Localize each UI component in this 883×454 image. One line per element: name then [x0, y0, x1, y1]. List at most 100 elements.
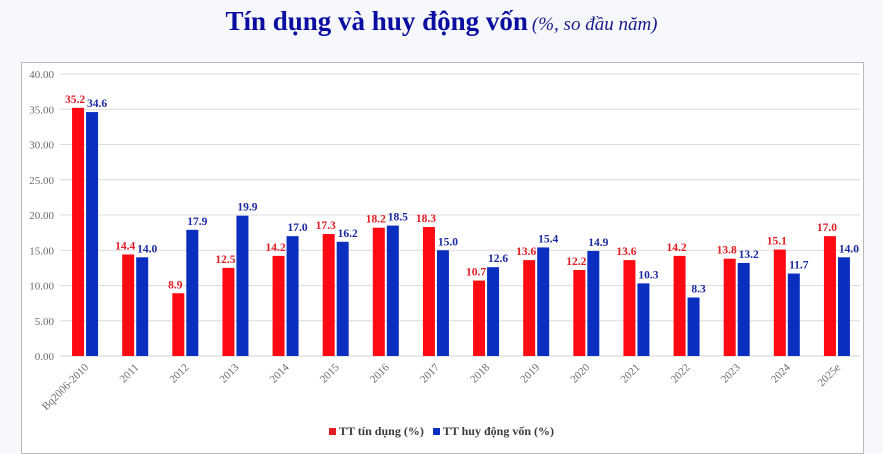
legend-item-credit: TT tín dụng (%): [329, 424, 424, 439]
data-label-deposit: 17.9: [187, 216, 207, 228]
data-label-deposit: 16.2: [338, 228, 358, 240]
data-label-deposit: 14.9: [588, 237, 608, 249]
bar-deposit: [487, 267, 500, 356]
x-axis: Bq2006-2010 2011 2012 2013 2014 2015 2016 2017 2…: [40, 361, 843, 413]
bar-credit: [473, 280, 486, 356]
data-label-credit: 10.7: [466, 267, 486, 279]
y-tick-label: 25.00: [29, 175, 54, 187]
bar-deposit: [236, 215, 249, 356]
x-tick-label: 2018: [468, 361, 492, 385]
legend-swatch-red: [329, 428, 337, 435]
bar-credit: [623, 260, 636, 356]
bar-deposit: [537, 247, 550, 356]
x-tick-label: 2020: [568, 361, 592, 385]
bar-deposit: [637, 283, 650, 356]
bar-credit: [172, 293, 185, 356]
x-tick-label: 2024: [769, 361, 793, 385]
data-label-deposit: 18.5: [388, 212, 408, 224]
data-label-credit: 8.9: [168, 279, 183, 291]
data-label-credit: 13.8: [717, 245, 737, 257]
bar-deposit: [386, 225, 399, 356]
data-label-credit: 12.2: [566, 256, 586, 268]
legend-label-credit: TT tín dụng (%): [339, 424, 424, 438]
data-label-credit: 15.1: [767, 236, 787, 248]
bar-credit: [72, 107, 85, 356]
bar-credit: [422, 226, 435, 356]
data-label-credit: 17.3: [316, 220, 336, 232]
bar-deposit: [136, 257, 149, 356]
x-tick-label: 2022: [669, 362, 693, 386]
y-tick-label: 10.00: [29, 281, 54, 293]
bar-credit: [222, 267, 235, 356]
bar-deposit: [186, 229, 199, 356]
bar-deposit: [436, 250, 449, 356]
data-label-deposit: 15.4: [538, 233, 558, 245]
bar-credit: [823, 236, 836, 356]
data-label-deposit: 14.0: [839, 243, 859, 255]
chart-legend: TT tín dụng (%) TT huy động vốn (%): [0, 424, 883, 439]
bar-credit: [372, 227, 385, 356]
y-tick-label: 20.00: [29, 210, 54, 222]
x-tick-label: 2025e: [816, 362, 844, 390]
data-label-credit: 13.6: [516, 246, 536, 258]
bar-deposit: [687, 297, 700, 356]
x-tick-label: 2012: [167, 362, 191, 386]
bar-series: [72, 107, 850, 356]
data-label-deposit: 17.0: [288, 222, 308, 234]
bar-deposit: [837, 257, 850, 356]
x-tick-label: 2023: [719, 361, 743, 385]
data-label-credit: 35.2: [65, 94, 85, 106]
bar-credit: [272, 255, 285, 356]
y-tick-label: 30.00: [29, 140, 54, 152]
bar-deposit: [286, 236, 299, 356]
x-tick-label: 2011: [118, 362, 142, 386]
data-labels: 35.2 34.614.4 14.08.917.912.519.914.217.0 1…: [65, 94, 859, 296]
x-tick-label: 2015: [318, 361, 342, 385]
y-axis: 0.00 5.00 10.00 15.00 20.00 25.00 30.00 35.00 40…: [29, 69, 54, 363]
bar-credit: [573, 269, 586, 356]
data-label-deposit: 15.0: [438, 236, 458, 248]
data-label-credit: 18.3: [416, 213, 436, 225]
data-label-credit: 13.6: [616, 246, 636, 258]
data-label-deposit: 12.6: [488, 253, 508, 265]
bar-credit: [773, 249, 786, 356]
bar-credit: [322, 234, 335, 356]
chart-title-unit: (%, so đầu năm): [531, 14, 658, 35]
y-tick-label: 0.00: [35, 351, 55, 363]
y-tick-label: 40.00: [29, 69, 54, 81]
chart-title-main: Tín dụng và huy động vốn: [225, 6, 528, 36]
y-tick-label: 35.00: [29, 104, 54, 116]
bar-deposit: [336, 241, 349, 356]
bar-deposit: [787, 273, 800, 356]
bar-deposit: [86, 112, 99, 356]
data-label-credit: 17.0: [817, 222, 837, 234]
bar-credit: [723, 258, 736, 356]
x-tick-label: 2013: [218, 361, 242, 385]
bar-credit: [673, 255, 686, 356]
data-label-deposit: 13.2: [739, 249, 759, 261]
y-tick-label: 15.00: [29, 245, 54, 257]
bar-deposit: [737, 262, 750, 356]
data-label-credit: 18.2: [366, 214, 386, 226]
data-label-credit: 12.5: [215, 254, 235, 266]
x-tick-label: 2019: [518, 361, 542, 385]
x-tick-label: 2014: [268, 361, 292, 385]
data-label-deposit: 10.3: [638, 269, 658, 281]
legend-label-deposit: TT huy động vốn (%): [442, 424, 554, 438]
bar-credit: [122, 254, 135, 356]
bar-deposit: [587, 250, 600, 356]
x-tick-label: 2017: [418, 361, 442, 385]
legend-item-deposit: TT huy động vốn (%): [432, 424, 554, 439]
data-label-deposit: 19.9: [237, 202, 257, 214]
data-label-deposit: 8.3: [691, 283, 706, 295]
x-tick-label: 2016: [368, 361, 392, 385]
data-label-credit: 14.4: [115, 240, 135, 252]
legend-swatch-blue: [432, 428, 440, 435]
data-label-deposit: 34.6: [87, 98, 107, 110]
data-label-deposit: 14.0: [137, 243, 157, 255]
data-label-deposit: 11.7: [789, 260, 809, 272]
y-tick-label: 5.00: [35, 316, 55, 328]
chart-title: Tín dụng và huy động vốn (%, so đầu năm): [0, 6, 883, 37]
x-tick-label: 2021: [619, 362, 643, 386]
